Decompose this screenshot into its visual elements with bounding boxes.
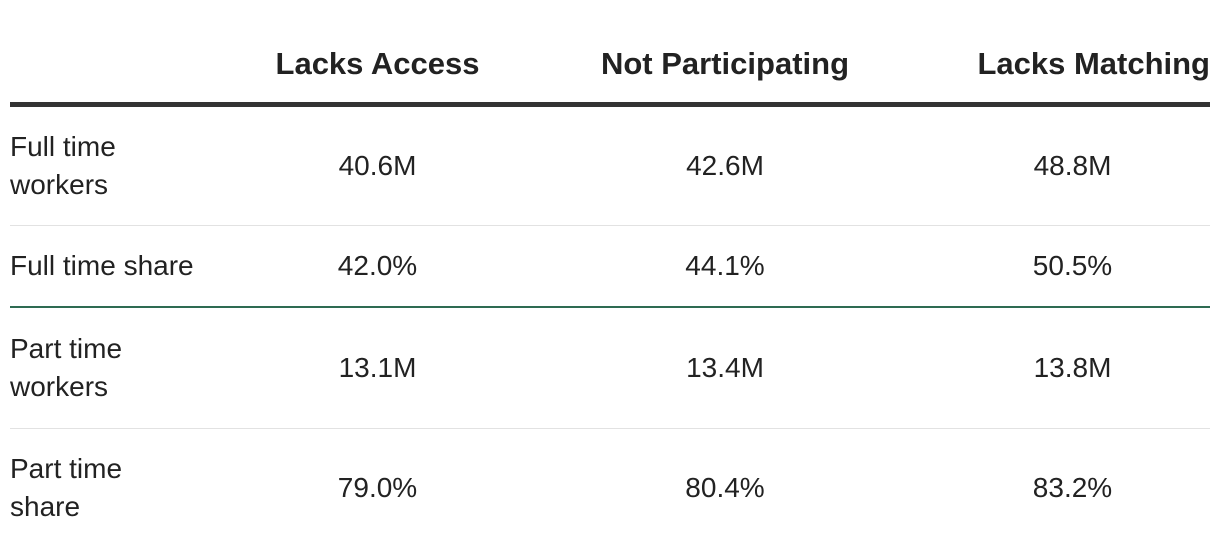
table-row: Part time workers 13.1M 13.4M 13.8M xyxy=(10,306,1210,429)
cell-lacks-matching: 13.8M xyxy=(935,306,1210,429)
table-row: Full time share 42.0% 44.1% 50.5% xyxy=(10,225,1210,308)
cell-not-participating: 80.4% xyxy=(685,471,765,503)
table-header: Lacks Access Not Participating Lacks Mat… xyxy=(10,0,1210,107)
data-table-container: Lacks Access Not Participating Lacks Mat… xyxy=(10,0,1210,547)
header-lacks-access: Lacks Access xyxy=(240,0,515,107)
cell-lacks-matching: 48.8M xyxy=(935,104,1210,226)
table-row: Full time workers 40.6M 42.6M 48.8M xyxy=(10,104,1210,226)
row-label: Part time workers xyxy=(10,306,240,429)
header-empty-cell xyxy=(10,0,240,107)
workers-table: Lacks Access Not Participating Lacks Mat… xyxy=(10,0,1210,547)
row-label: Full time workers xyxy=(10,104,240,226)
header-lacks-matching: Lacks Matching xyxy=(935,0,1210,107)
table-body: Full time workers 40.6M 42.6M 48.8M Full… xyxy=(10,104,1210,547)
cell-lacks-access: 79.0% xyxy=(337,471,418,503)
cell-lacks-access: 13.1M xyxy=(240,306,515,429)
cell-lacks-access: 40.6M xyxy=(240,104,515,226)
header-row: Lacks Access Not Participating Lacks Mat… xyxy=(10,0,1210,107)
table-row: Part time share 79.0% 80.4% 83.2% xyxy=(10,428,1210,547)
cell-not-participating: 42.6M xyxy=(515,104,935,226)
header-not-participating: Not Participating xyxy=(515,0,935,107)
cell-lacks-matching: 83.2% xyxy=(1032,471,1113,503)
cell-not-participating: 13.4M xyxy=(515,306,935,429)
row-label: Part time share xyxy=(10,452,123,522)
cell-lacks-access: 42.0% xyxy=(240,225,515,308)
row-label: Full time share xyxy=(10,225,240,308)
cell-not-participating: 44.1% xyxy=(515,225,935,308)
cell-lacks-matching: 50.5% xyxy=(935,225,1210,308)
